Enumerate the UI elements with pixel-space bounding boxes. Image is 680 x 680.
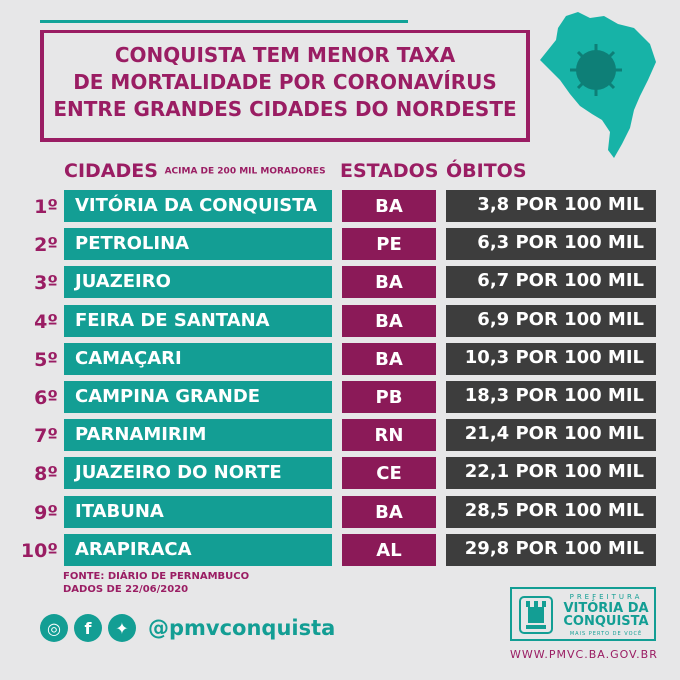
city-crest-icon [519, 596, 553, 634]
social-handle[interactable]: @pmvconquista [148, 616, 336, 640]
state-cell: AL [342, 533, 436, 566]
deaths-cell: 28,5 POR 100 MIL [446, 495, 656, 528]
deaths-cell: 6,3 POR 100 MIL [446, 228, 656, 261]
state-cell: CE [342, 457, 436, 490]
rank-label: 8º [34, 463, 58, 486]
table-row: 3º JUAZEIRO BA 6,7 POR 100 MIL [0, 266, 680, 300]
state-cell: PB [342, 381, 436, 413]
logo-tagline: MAIS PERTO DE VOCÊ [569, 631, 643, 637]
deaths-cell: 18,3 POR 100 MIL [446, 381, 656, 413]
rank-label: 9º [34, 501, 58, 524]
table-row: 10º ARAPIRACA AL 29,8 POR 100 MIL [0, 533, 680, 568]
table-row: 1º VITÓRIA DA CONQUISTA BA 3,8 POR 100 MIL [0, 190, 680, 224]
title-box-top [40, 30, 530, 33]
deaths-cell: 6,7 POR 100 MIL [446, 266, 656, 299]
city-cell: CAMPINA GRANDE [64, 381, 332, 413]
headline: CONQUISTA TEM MENOR TAXA DE MORTALIDADE … [44, 42, 526, 123]
city-cell: PETROLINA [64, 228, 332, 261]
state-cell: BA [342, 266, 436, 299]
table-row: 8º JUAZEIRO DO NORTE CE 22,1 POR 100 MIL [0, 457, 680, 491]
state-cell: BA [342, 190, 436, 222]
logo-name: VITÓRIA DA CONQUISTA [563, 601, 649, 629]
cities-header: CIDADES ACIMA DE 200 MIL MORADORES [64, 160, 326, 182]
deaths-header: ÓBITOS [446, 160, 527, 182]
city-cell: PARNAMIRIM [64, 419, 332, 452]
deaths-cell: 21,4 POR 100 MIL [446, 419, 656, 452]
city-cell: ARAPIRACA [64, 533, 332, 566]
deaths-cell: 10,3 POR 100 MIL [446, 342, 656, 375]
logo-prefeitura: PREFEITURA [569, 593, 643, 601]
rank-label: 2º [34, 234, 58, 257]
state-cell: BA [342, 342, 436, 375]
headline-line-1: CONQUISTA TEM MENOR TAXA [114, 43, 456, 67]
state-cell: BA [342, 304, 436, 337]
deaths-cell: 6,9 POR 100 MIL [446, 304, 656, 337]
headline-line-3: ENTRE GRANDES CIDADES DO NORDESTE [53, 97, 517, 121]
rank-label: 6º [34, 387, 58, 409]
table-row: 9º ITABUNA BA 28,5 POR 100 MIL [0, 495, 680, 530]
deaths-cell: 3,8 POR 100 MIL [446, 190, 656, 222]
deaths-cell: 22,1 POR 100 MIL [446, 457, 656, 490]
state-cell: PE [342, 228, 436, 261]
city-cell: JUAZEIRO DO NORTE [64, 457, 332, 490]
rank-label: 10º [20, 539, 58, 562]
state-cell: BA [342, 495, 436, 528]
state-cell: RN [342, 419, 436, 452]
city-cell: JUAZEIRO [64, 266, 332, 299]
top-accent-line [40, 20, 408, 23]
title-box [40, 30, 530, 142]
states-header: ESTADOS [340, 160, 439, 182]
instagram-icon[interactable]: ◎ [40, 614, 68, 642]
table-row: 2º PETROLINA PE 6,3 POR 100 MIL [0, 228, 680, 262]
deaths-cell: 29,8 POR 100 MIL [446, 533, 656, 566]
facebook-icon[interactable]: f [74, 614, 102, 642]
twitter-icon[interactable]: ✦ [108, 614, 136, 642]
source-note: FONTE: DIÁRIO DE PERNAMBUCO DADOS DE 22/… [63, 571, 250, 595]
cities-header-note: ACIMA DE 200 MIL MORADORES [164, 166, 326, 177]
table-row: 4º FEIRA DE SANTANA BA 6,9 POR 100 MIL [0, 304, 680, 339]
rank-label: 1º [34, 196, 58, 218]
prefeitura-logo: PREFEITURA VITÓRIA DA CONQUISTA MAIS PER… [510, 587, 656, 641]
rank-label: 3º [34, 272, 58, 295]
rank-label: 4º [34, 310, 58, 333]
social-bar: ◎ f ✦ @pmvconquista [40, 612, 335, 644]
city-cell: VITÓRIA DA CONQUISTA [64, 190, 332, 222]
rank-label: 5º [34, 348, 58, 371]
rank-label: 7º [34, 425, 58, 448]
table-row: 5º CAMAÇARI BA 10,3 POR 100 MIL [0, 342, 680, 377]
website-url[interactable]: WWW.PMVC.BA.GOV.BR [510, 648, 658, 661]
headline-line-2: DE MORTALIDADE POR CORONAVÍRUS [73, 70, 497, 94]
city-cell: FEIRA DE SANTANA [64, 304, 332, 337]
northeast-map-icon [540, 12, 656, 158]
table-row: 7º PARNAMIRIM RN 21,4 POR 100 MIL [0, 419, 680, 453]
city-cell: ITABUNA [64, 495, 332, 528]
city-cell: CAMAÇARI [64, 342, 332, 375]
table-row: 6º CAMPINA GRANDE PB 18,3 POR 100 MIL [0, 381, 680, 415]
